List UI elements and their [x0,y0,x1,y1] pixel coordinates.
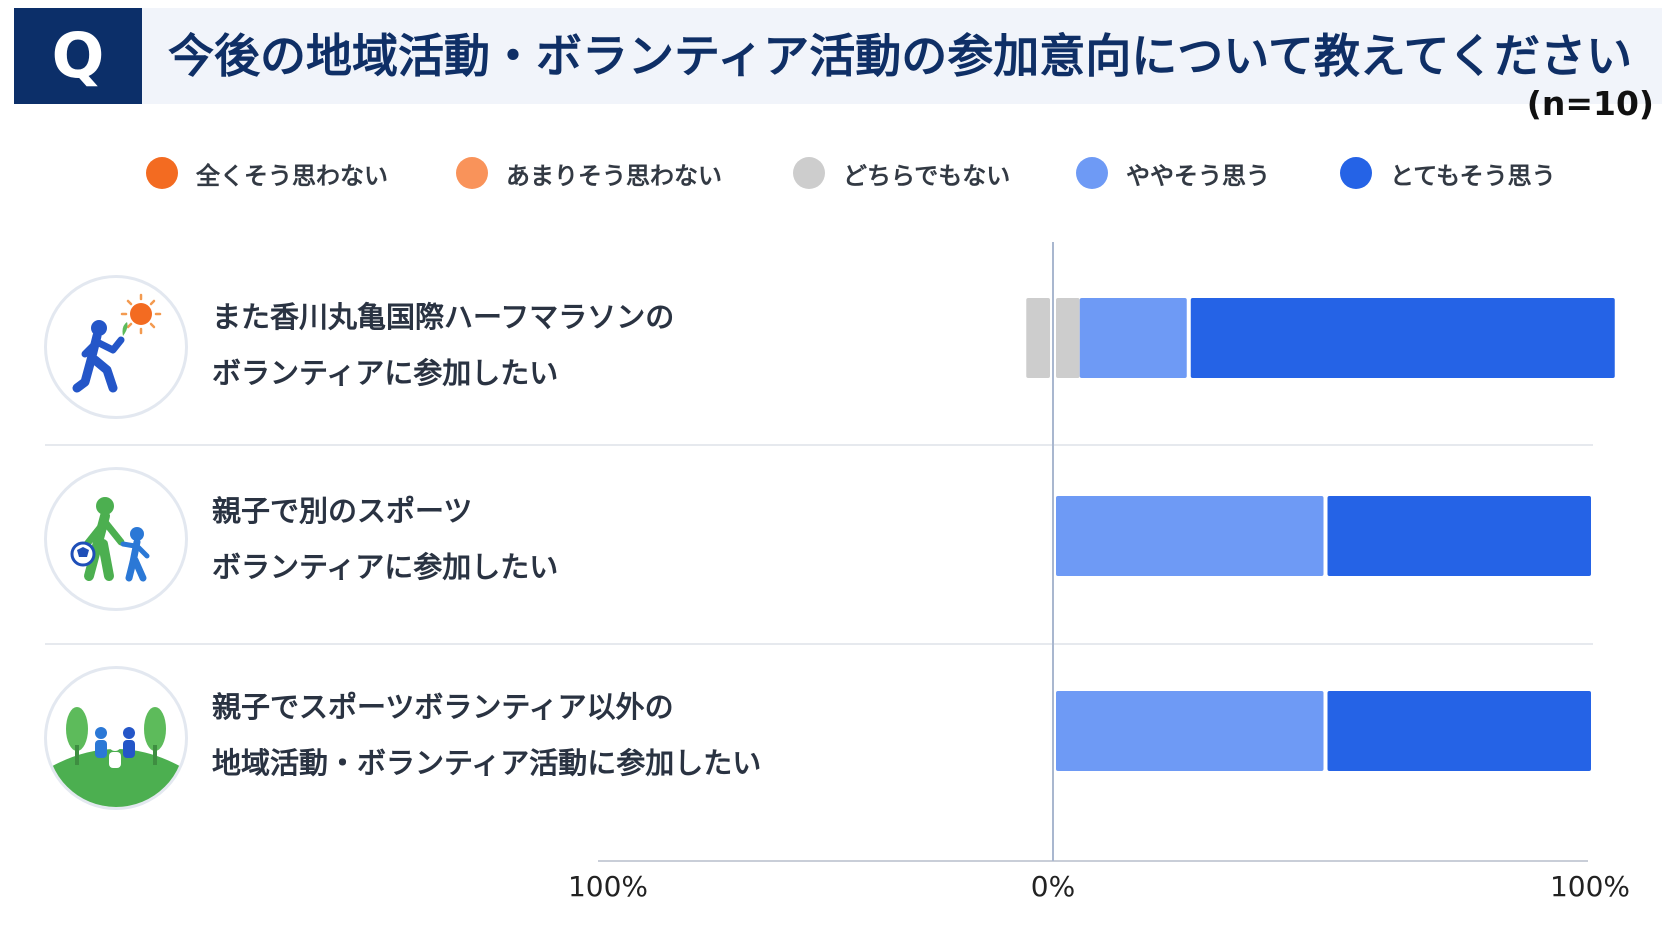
legend-label: ややそう思う [1126,161,1270,190]
chart-title: 今後の地域活動・ボランティア活動の参加意向について教えてください [168,29,1633,83]
row-label-line: 親子でスポーツボランティア以外の [212,690,674,724]
legend-label: 全くそう思わない [196,161,388,190]
row-label-line: ボランティアに参加したい [212,550,559,584]
bar-strongly-agree [1327,691,1591,771]
legend-label: あまりそう思わない [506,161,722,190]
title-band [142,8,1662,104]
legend-swatch [146,157,178,189]
parent-child-icon [44,467,188,611]
bar-neutral-right [1056,298,1080,378]
bar-agree [1079,298,1187,378]
bar-agree [1056,496,1324,576]
legend-label: どちらでもない [843,161,1011,190]
legend-swatch [1076,157,1108,189]
legend-swatch [793,157,825,189]
x-tick-right: 100% [1549,870,1631,903]
legend-item-strongly-disagree: 全くそう思わない [146,156,388,190]
bar-neutral-left [1026,298,1050,378]
question-badge: Q [14,8,142,104]
legend-label: とてもそう思う [1390,161,1556,190]
row-label-2: 親子で別のスポーツ ボランティアに参加したい [212,483,558,595]
row-label-3: 親子でスポーツボランティア以外の 地域活動・ボランティア活動に参加したい [212,679,761,791]
row-divider [45,643,1593,645]
runner-icon [44,275,188,419]
bar-strongly-agree [1327,496,1591,576]
bar-strongly-agree [1190,298,1615,378]
row-label-line: 親子で別のスポーツ [212,494,473,528]
legend-item-agree: ややそう思う [1076,156,1270,190]
x-tick-center: 0% [1030,870,1076,903]
sample-size: (n=10) [1526,84,1654,123]
row-label-1: また香川丸亀国際ハーフマラソンの ボランティアに参加したい [212,289,674,401]
row-label-line: また香川丸亀国際ハーフマラソンの [212,300,675,334]
row-label-line: ボランティアに参加したい [212,356,559,390]
bar-agree [1056,691,1324,771]
legend-swatch [1340,157,1372,189]
row-label-line: 地域活動・ボランティア活動に参加したい [212,746,762,780]
legend-item-neutral: どちらでもない [793,156,1010,190]
row-divider [45,444,1593,446]
legend-swatch [456,157,488,189]
legend-item-disagree: あまりそう思わない [456,156,722,190]
community-icon [44,666,188,810]
legend-item-strongly-agree: とてもそう思う [1340,156,1556,190]
x-tick-left: 100% [567,870,649,903]
